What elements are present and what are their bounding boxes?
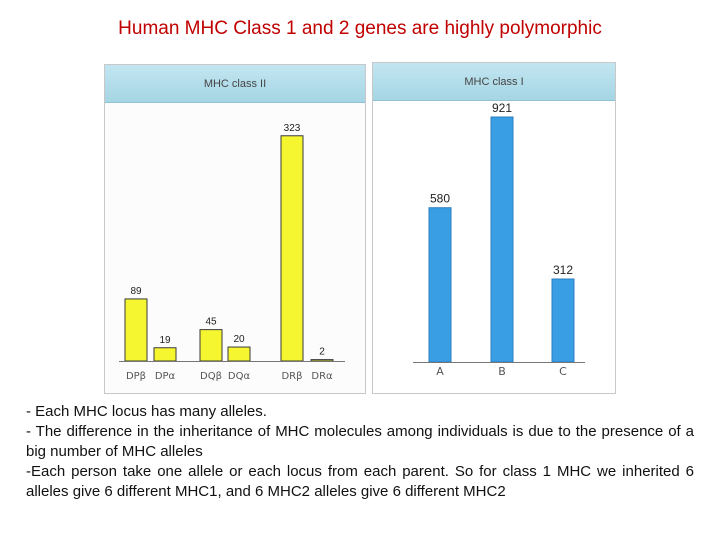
class-ii-value-label: 2 <box>319 347 325 358</box>
body-text: - Each MHC locus has many alleles. - The… <box>26 402 694 502</box>
class-ii-category-label: DQβ <box>200 371 222 382</box>
class-ii-bar-dr <box>310 359 334 362</box>
class-i-value-label: 921 <box>492 101 512 115</box>
class-i-bar-a <box>428 207 452 363</box>
class-ii-bar-dp <box>153 347 177 362</box>
class-i-category-label: C <box>559 365 567 378</box>
class-ii-bar-dp <box>124 298 148 362</box>
mhc-class-i-chart: 580 A 921 B 312 C <box>413 101 585 378</box>
class-ii-bar-dr <box>280 135 304 362</box>
class-i-category-label: A <box>436 365 444 378</box>
class-ii-value-label: 323 <box>284 123 301 134</box>
class-ii-category-label: DQα <box>228 371 251 382</box>
class-i-bar-b <box>490 116 514 363</box>
class-ii-category-label: DRα <box>311 371 333 382</box>
class-i-value-label: 312 <box>553 263 573 277</box>
class-i-category-label: B <box>498 365 506 378</box>
class-ii-value-label: 45 <box>205 317 217 328</box>
class-ii-category-label: DPα <box>155 371 176 382</box>
mhc-class-i-panel: MHC class I 580 A 921 B 312 C <box>372 62 616 394</box>
class-i-value-label: 580 <box>430 192 450 206</box>
mhc-class-ii-header: MHC class II <box>105 65 365 103</box>
class-ii-value-label: 19 <box>159 335 171 346</box>
mhc-class-i-header: MHC class I <box>373 63 615 101</box>
class-ii-category-label: DRβ <box>281 371 302 382</box>
class-i-bar-c <box>551 278 575 363</box>
bullet-3: -Each person take one allele or each loc… <box>26 463 694 500</box>
slide-title: Human MHC Class 1 and 2 genes are highly… <box>118 18 602 39</box>
class-ii-value-label: 89 <box>130 286 142 297</box>
class-ii-value-label: 20 <box>233 334 245 345</box>
mhc-class-ii-panel: MHC class II 89 DPβ 19 DPα 45 DQβ 20 DQα 323 DRβ 2… <box>104 64 366 394</box>
class-ii-bar-dq <box>199 329 223 362</box>
bullet-2: - The difference in the inheritance of M… <box>26 423 694 460</box>
bullet-1: - Each MHC locus has many alleles. <box>26 403 267 420</box>
mhc-class-ii-chart: 89 DPβ 19 DPα 45 DQβ 20 DQα 323 DRβ 2 DRα <box>119 123 345 382</box>
class-ii-bar-dq <box>227 346 251 362</box>
class-ii-category-label: DPβ <box>126 371 146 382</box>
